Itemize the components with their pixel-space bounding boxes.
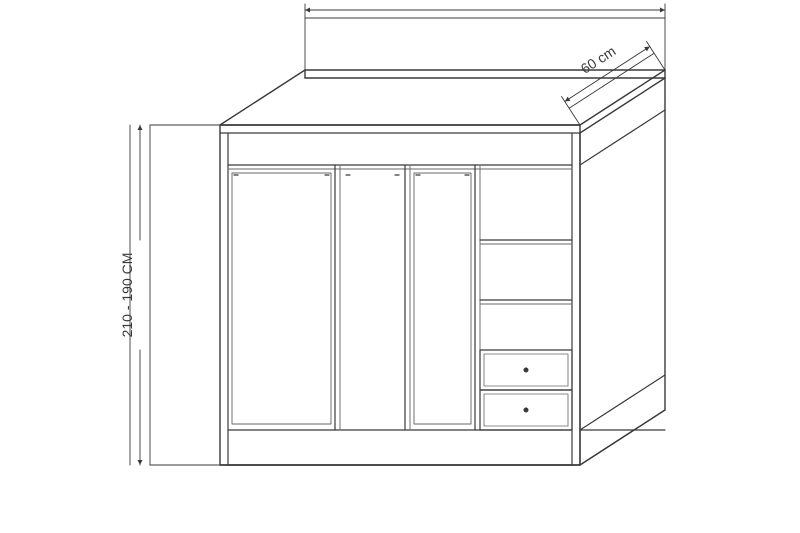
wardrobe-technical-drawing: 210 - 190 CM 180 cm 60 cm <box>0 0 800 533</box>
dim-height-label: 210 - 190 CM <box>119 253 135 338</box>
drawer-knob-0 <box>524 368 529 373</box>
drawer-knob-1 <box>524 408 529 413</box>
right-side-face <box>580 78 665 465</box>
dim-width-label: 180 cm <box>462 0 508 1</box>
dim-depth-label: 60 cm <box>578 43 619 77</box>
front-outline <box>220 125 580 465</box>
